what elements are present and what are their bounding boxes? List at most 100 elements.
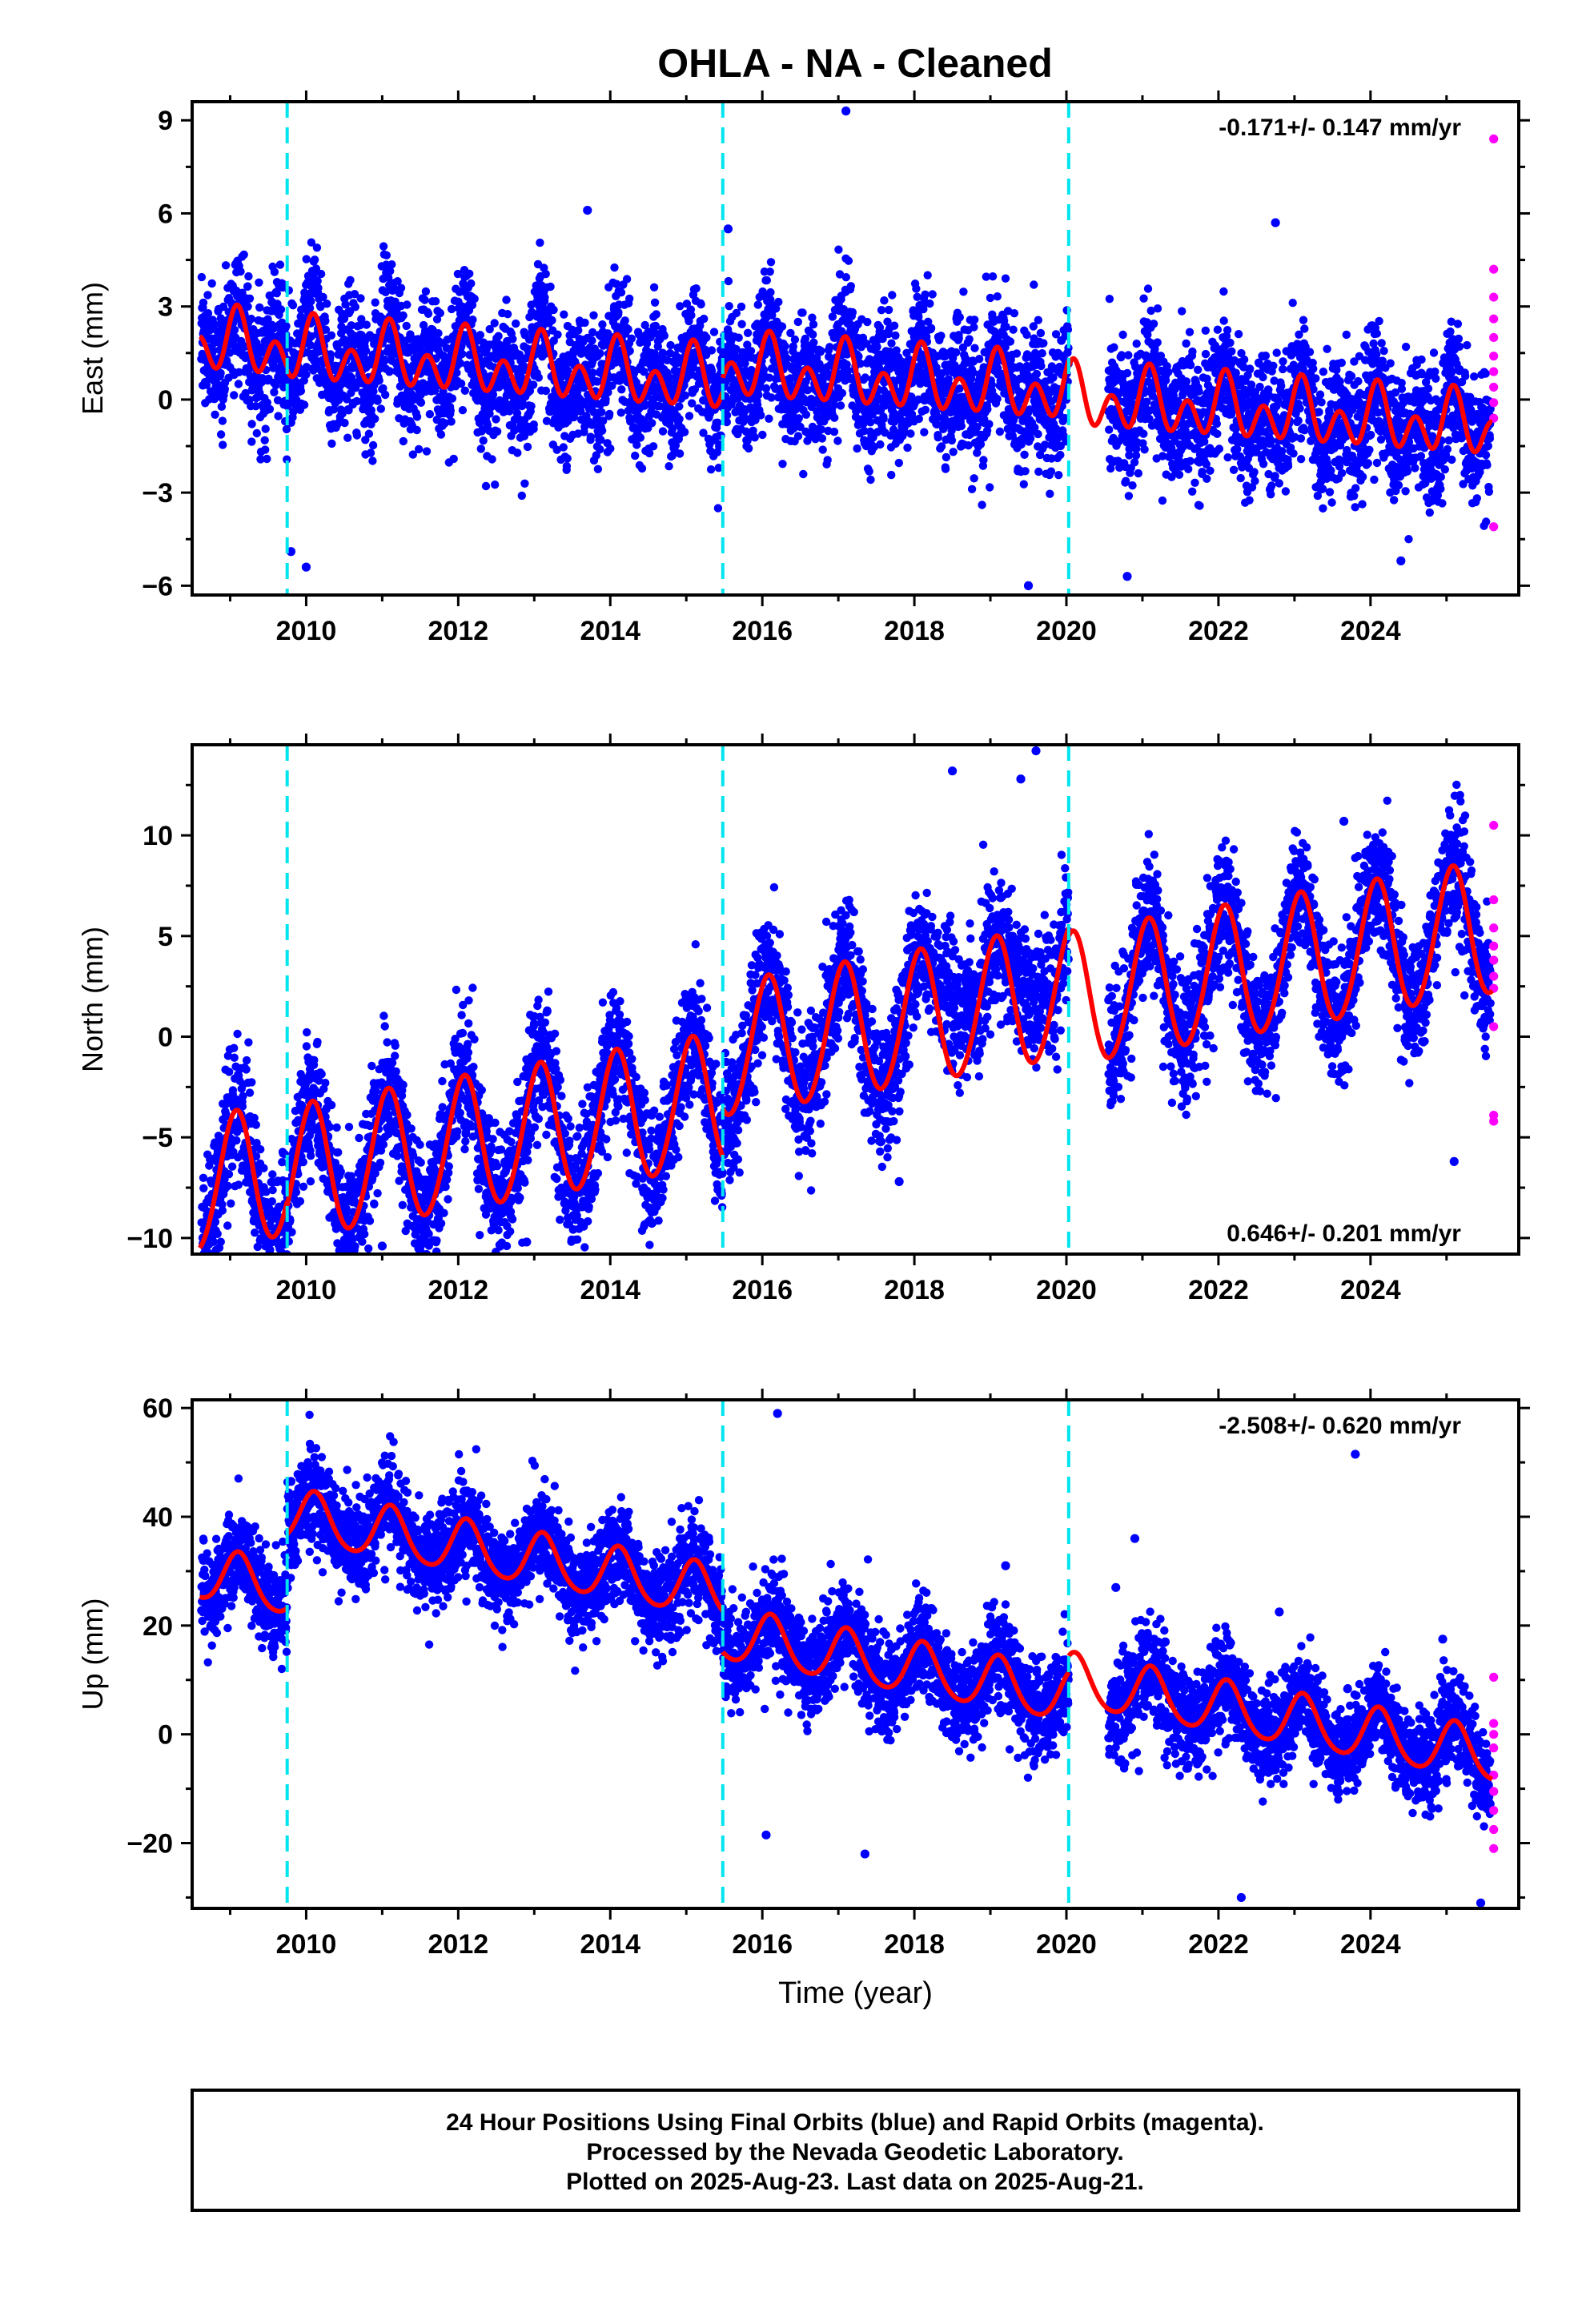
data-point: [381, 390, 390, 400]
data-point: [236, 267, 245, 276]
data-point: [356, 294, 365, 303]
data-point: [873, 342, 881, 352]
data-point: [488, 390, 498, 399]
data-point: [879, 414, 888, 424]
data-point: [202, 380, 211, 389]
data-point: [1164, 368, 1173, 376]
data-point: [799, 469, 808, 479]
data-point: [596, 349, 604, 358]
data-point: [829, 401, 838, 410]
data-point: [625, 294, 634, 304]
data-point: [891, 331, 900, 340]
data-point: [648, 442, 658, 451]
data-point: [282, 424, 291, 434]
data-point: [203, 309, 213, 318]
data-point: [440, 419, 449, 428]
data-point: [955, 313, 965, 322]
data-point: [260, 436, 269, 444]
data-point: [1153, 304, 1162, 313]
data-point: [665, 462, 673, 471]
data-point: [1030, 423, 1039, 432]
data-point: [1247, 380, 1256, 389]
data-point: [1239, 355, 1249, 364]
data-point: [460, 386, 469, 395]
data-point: [732, 344, 741, 354]
data-point: [534, 373, 543, 382]
data-point: [1034, 467, 1043, 476]
data-point: [588, 336, 596, 345]
data-point: [970, 474, 978, 483]
data-point: [218, 416, 227, 425]
data-point: [252, 428, 261, 438]
data-point: [314, 283, 323, 292]
data-point: [1034, 429, 1042, 439]
data-point: [836, 401, 845, 410]
data-point: [675, 415, 684, 424]
data-point: [1149, 320, 1158, 328]
data-point: [208, 346, 218, 356]
data-point: [1174, 470, 1184, 479]
data-point: [586, 432, 595, 441]
data-point: [605, 409, 614, 419]
data-point: [1132, 340, 1141, 348]
data-point: [830, 413, 839, 422]
data-point: [368, 440, 378, 450]
data-point: [1186, 360, 1195, 370]
data-point: [479, 436, 488, 445]
data-point: [1194, 365, 1203, 374]
data-point: [983, 404, 992, 414]
data-point: [371, 298, 379, 307]
data-point: [340, 418, 349, 428]
data-point: [608, 381, 616, 390]
data-point: [616, 408, 625, 417]
data-point: [1047, 454, 1056, 463]
data-point: [700, 314, 709, 324]
data-point: [1105, 295, 1114, 304]
data-point: [327, 331, 336, 340]
data-point: [682, 300, 692, 308]
data-point: [273, 396, 283, 404]
data-point: [216, 368, 225, 378]
data-point: [456, 379, 466, 388]
data-point: [709, 328, 719, 336]
data-point: [525, 386, 535, 396]
data-point: [1124, 492, 1134, 501]
data-point: [357, 315, 366, 324]
data-point: [993, 292, 1002, 301]
data-point: [310, 255, 319, 264]
data-point: [903, 443, 912, 452]
data-point: [1029, 322, 1038, 331]
data-point: [329, 405, 339, 414]
data-point: [1034, 316, 1043, 324]
data-point: [382, 251, 391, 259]
data-point: [416, 398, 426, 407]
data-point: [1223, 326, 1232, 335]
data-point: [1049, 373, 1058, 382]
data-point: [512, 319, 520, 328]
data-point: [926, 324, 936, 332]
data-point: [642, 339, 652, 348]
data-point: [1037, 361, 1046, 371]
data-point: [793, 432, 803, 440]
data-point: [1019, 480, 1029, 489]
data-point: [757, 411, 765, 420]
data-point: [376, 404, 385, 413]
data-point: [420, 296, 429, 304]
data-point: [970, 344, 979, 352]
data-point: [598, 320, 607, 329]
data-point: [743, 328, 753, 337]
data-point: [676, 302, 685, 311]
data-point: [541, 269, 550, 279]
data-point: [697, 300, 705, 309]
data-point: [1128, 481, 1137, 490]
data-point: [985, 420, 994, 428]
data-point: [941, 464, 950, 473]
data-point: [399, 436, 408, 446]
data-point: [841, 273, 851, 282]
data-point: [620, 316, 629, 325]
data-point: [1012, 349, 1022, 358]
data-point: [671, 440, 681, 450]
data-point: [468, 316, 477, 324]
data-point: [668, 424, 677, 433]
data-point: [1223, 453, 1232, 462]
